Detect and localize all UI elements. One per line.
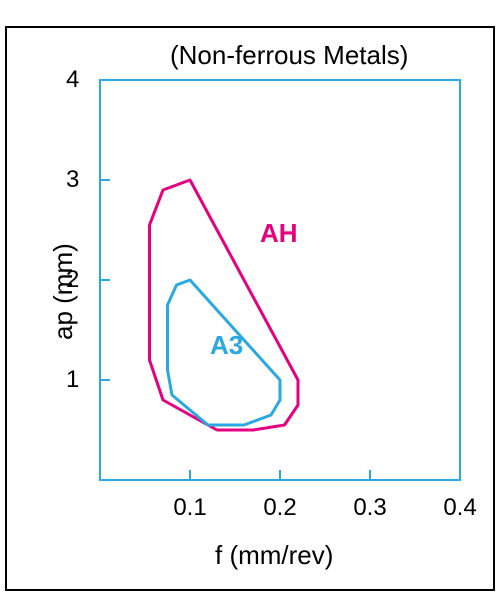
x-tick-label: 0.3 xyxy=(346,494,394,522)
x-axis-label: f (mm/rev) xyxy=(215,540,333,571)
y-tick-label: 3 xyxy=(66,166,79,194)
region-label-a3: A3 xyxy=(210,330,243,361)
region-label-ah: AH xyxy=(260,218,298,249)
y-tick-label: 4 xyxy=(66,66,79,94)
y-tick-label: 2 xyxy=(66,266,79,294)
x-tick-label: 0.2 xyxy=(256,494,304,522)
x-tick-label: 0.4 xyxy=(436,494,484,522)
y-tick-label: 1 xyxy=(66,366,79,394)
x-tick-label: 0.1 xyxy=(166,494,214,522)
